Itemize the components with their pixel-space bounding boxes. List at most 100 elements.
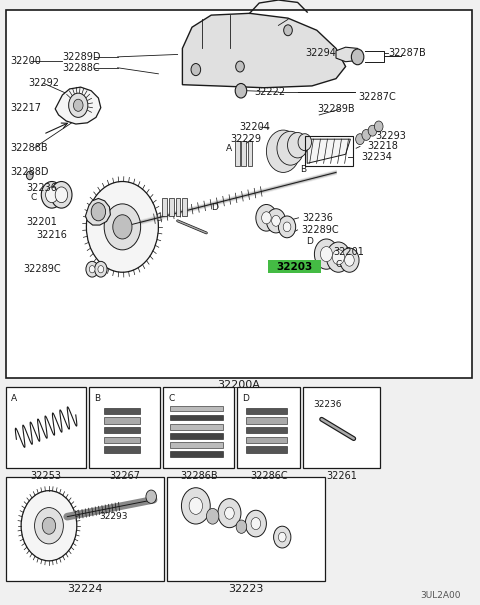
Circle shape <box>362 129 371 140</box>
Circle shape <box>91 203 106 221</box>
Text: 32288C: 32288C <box>62 63 100 73</box>
Bar <box>246 417 287 424</box>
Text: 32236: 32236 <box>313 401 341 409</box>
Circle shape <box>189 497 203 514</box>
Text: D: D <box>306 238 313 246</box>
Text: C: C <box>168 394 174 403</box>
Text: 3UL2A00: 3UL2A00 <box>420 591 461 600</box>
Bar <box>241 141 246 166</box>
Circle shape <box>206 508 219 524</box>
Text: C: C <box>336 261 342 269</box>
Text: 32292: 32292 <box>29 79 60 88</box>
Circle shape <box>225 507 234 519</box>
Text: D: D <box>242 394 249 403</box>
Text: 32288B: 32288B <box>11 143 48 152</box>
Text: 32229: 32229 <box>230 134 262 144</box>
Bar <box>182 198 187 216</box>
Circle shape <box>278 532 286 542</box>
Circle shape <box>42 517 56 534</box>
Text: A: A <box>11 394 17 403</box>
Bar <box>104 427 140 433</box>
Bar <box>176 198 180 216</box>
Bar <box>162 198 167 216</box>
Text: 32267: 32267 <box>109 471 140 481</box>
Bar <box>246 446 287 453</box>
Bar <box>305 136 353 166</box>
Circle shape <box>86 182 158 272</box>
Circle shape <box>95 261 107 277</box>
Circle shape <box>266 209 286 233</box>
Text: 32236: 32236 <box>26 183 57 192</box>
Bar <box>303 387 380 468</box>
Circle shape <box>26 171 33 180</box>
Text: 32236: 32236 <box>302 213 333 223</box>
Polygon shape <box>182 13 346 88</box>
Circle shape <box>191 64 201 76</box>
Text: 32204: 32204 <box>239 122 270 132</box>
Bar <box>246 437 287 443</box>
Text: 32217: 32217 <box>11 103 42 113</box>
Polygon shape <box>336 47 360 62</box>
Bar <box>170 442 223 448</box>
Circle shape <box>288 132 308 158</box>
Polygon shape <box>85 198 110 225</box>
Circle shape <box>236 61 244 72</box>
Bar <box>170 415 223 420</box>
Text: 32293: 32293 <box>99 512 128 521</box>
Text: 32222: 32222 <box>254 87 286 97</box>
Circle shape <box>236 520 247 534</box>
Text: 32203: 32203 <box>276 262 312 272</box>
Text: D: D <box>211 203 218 212</box>
Bar <box>169 198 174 216</box>
Bar <box>163 387 234 468</box>
Circle shape <box>41 182 62 208</box>
Text: 32287C: 32287C <box>358 92 396 102</box>
Circle shape <box>374 121 383 132</box>
Circle shape <box>104 204 141 250</box>
Text: 32200A: 32200A <box>217 381 261 390</box>
Circle shape <box>181 488 210 524</box>
Bar <box>246 427 287 433</box>
Bar <box>246 408 287 414</box>
Bar <box>6 10 472 378</box>
Text: B: B <box>94 394 100 403</box>
Circle shape <box>262 212 271 224</box>
Text: 32289D: 32289D <box>62 52 101 62</box>
Circle shape <box>298 134 312 151</box>
Polygon shape <box>55 87 101 124</box>
Text: A: A <box>226 144 232 152</box>
Text: 32289B: 32289B <box>318 104 355 114</box>
Circle shape <box>73 99 83 111</box>
Text: 32224: 32224 <box>67 584 103 594</box>
Circle shape <box>314 239 338 269</box>
Text: 32288D: 32288D <box>11 168 49 177</box>
Circle shape <box>368 125 377 136</box>
Circle shape <box>35 508 63 544</box>
Circle shape <box>86 261 98 277</box>
Circle shape <box>326 242 350 272</box>
Text: 32201: 32201 <box>26 217 57 227</box>
Text: 32289C: 32289C <box>301 225 339 235</box>
Circle shape <box>266 130 300 172</box>
Text: 32218: 32218 <box>368 142 398 151</box>
Text: 32286C: 32286C <box>250 471 288 481</box>
Text: 32201: 32201 <box>333 247 364 257</box>
Text: C: C <box>30 194 36 202</box>
Circle shape <box>345 254 354 266</box>
Text: 32200: 32200 <box>11 56 41 65</box>
Circle shape <box>283 222 291 232</box>
Circle shape <box>113 215 132 239</box>
Text: 32223: 32223 <box>228 584 264 594</box>
Circle shape <box>277 131 304 165</box>
Circle shape <box>218 499 241 528</box>
Circle shape <box>272 215 280 226</box>
Circle shape <box>55 187 68 203</box>
Text: 32261: 32261 <box>326 471 357 481</box>
Text: B: B <box>300 165 307 174</box>
Bar <box>104 437 140 443</box>
Circle shape <box>89 266 95 273</box>
Circle shape <box>274 526 291 548</box>
Bar <box>104 417 140 424</box>
Text: 32216: 32216 <box>36 230 67 240</box>
Circle shape <box>351 49 364 65</box>
